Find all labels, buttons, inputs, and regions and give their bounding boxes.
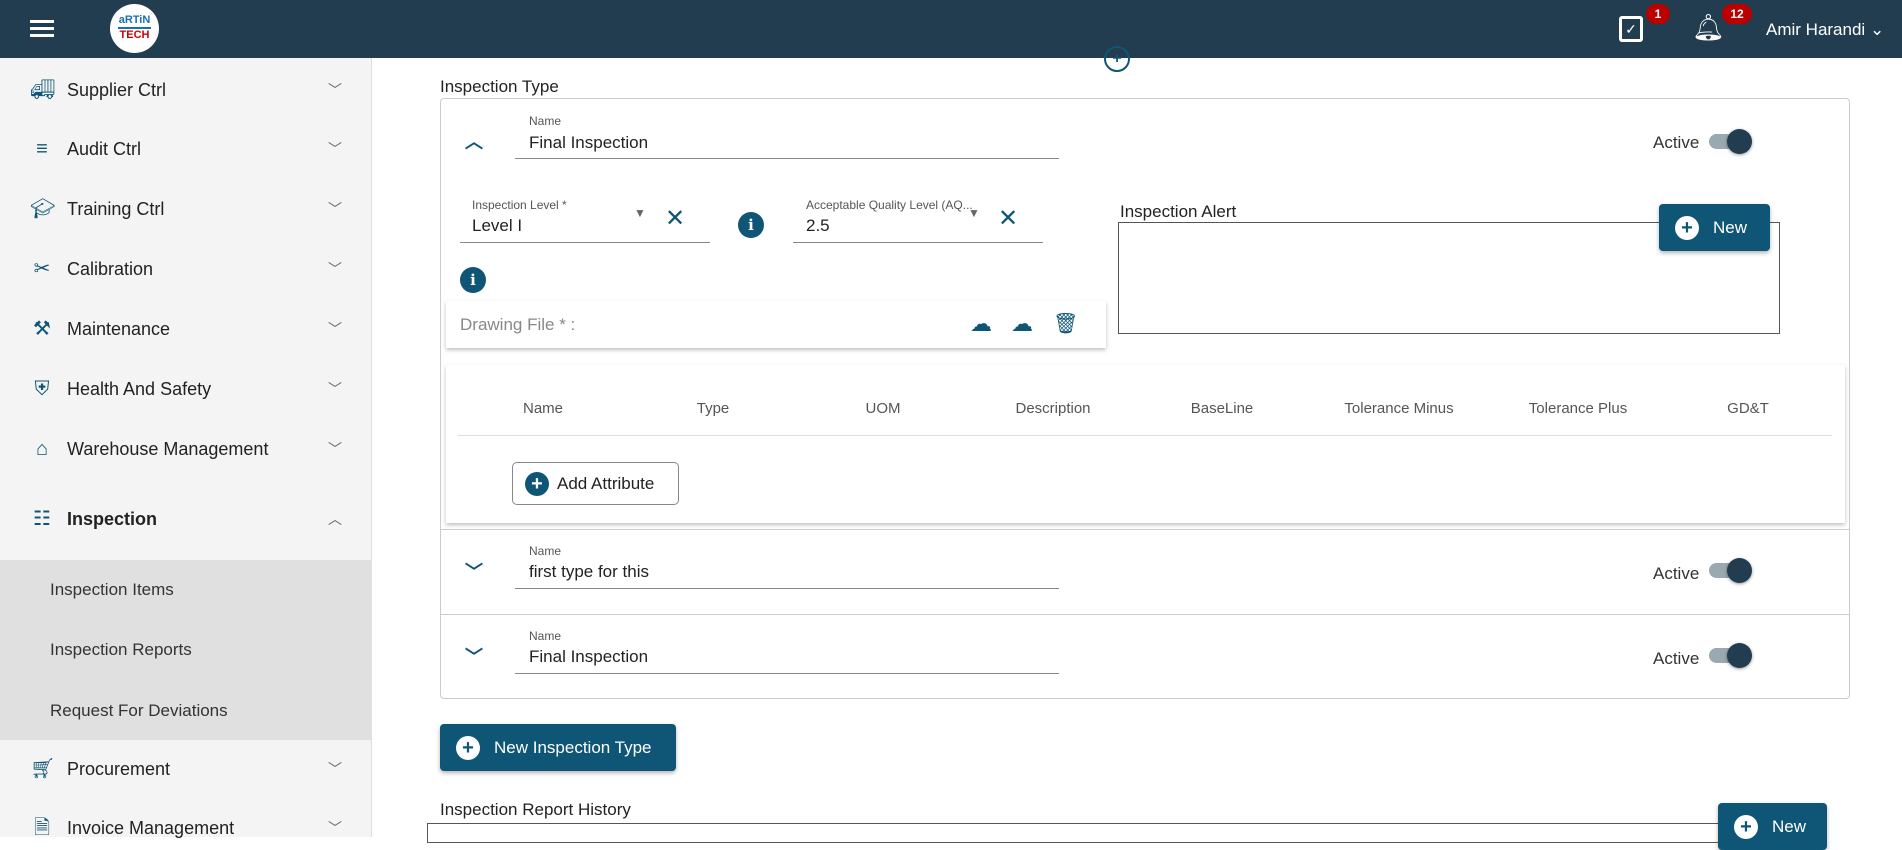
- column-header: Tolerance Minus: [1344, 400, 1454, 417]
- aql-label: Acceptable Quality Level (AQ...: [806, 198, 973, 212]
- sidebar-item-procurement[interactable]: 🛒︎ Procurement ﹀: [30, 758, 342, 780]
- column-header: GD&T: [1727, 400, 1769, 417]
- chevron-down-icon: ﹀: [328, 761, 342, 777]
- inspection-alert-label: Inspection Alert: [1120, 202, 1237, 221]
- sidebar-item-training-ctrl[interactable]: 🎓︎ Training Ctrl ﹀: [30, 198, 342, 220]
- home-icon: ⌂: [35, 438, 49, 460]
- chevron-down-icon[interactable]: ﹀: [465, 562, 483, 582]
- inspection-submenu: Inspection Items Inspection Reports: [0, 560, 372, 740]
- wrench-icon: ⚒: [33, 318, 51, 340]
- bell-icon[interactable]: 🔔︎: [1692, 12, 1726, 42]
- chevron-down-icon: ﹀: [328, 82, 342, 98]
- inspection-level-select[interactable]: Level I: [472, 216, 523, 235]
- type-name-input[interactable]: Final Inspection: [529, 647, 649, 666]
- info-icon[interactable]: i: [460, 267, 486, 293]
- tools-icon: ✂: [33, 258, 51, 280]
- type-name-input[interactable]: first type for this: [529, 562, 649, 581]
- chevron-down-icon: ﹀: [328, 261, 342, 277]
- chevron-down-icon: ﹀: [328, 441, 342, 457]
- shield-plus-icon: ⛨: [34, 378, 50, 400]
- new-alert-button[interactable]: + New: [1659, 204, 1770, 251]
- cloud-upload-icon[interactable]: ☁: [970, 311, 992, 336]
- report-history-label: Inspection Report History: [440, 800, 631, 819]
- active-toggle[interactable]: [1707, 642, 1753, 668]
- drawing-file-box: Drawing File * : ☁ ☁ 🗑︎: [446, 301, 1106, 348]
- chevron-down-icon: ﹀: [328, 381, 342, 397]
- chevron-up-icon: ︿: [328, 511, 342, 527]
- add-circle-icon[interactable]: +: [1104, 46, 1130, 72]
- sidebar-item-health-and-safety[interactable]: ⛨ Health And Safety ﹀: [0, 369, 372, 409]
- chevron-down-icon: ﹀: [328, 201, 342, 217]
- name-label: Name: [529, 544, 562, 558]
- dropdown-arrow-icon[interactable]: ▼: [634, 206, 646, 220]
- plus-icon: +: [456, 735, 480, 760]
- sidebar-subitem-request-for-deviations[interactable]: Request For Deviations: [50, 701, 228, 720]
- list-icon: ☷: [33, 508, 51, 530]
- sidebar: Inspection Items Inspection Reports Requ…: [0, 58, 372, 839]
- sidebar-item-invoice-management[interactable]: 🗎︎ Invoice Management ﹀: [0, 808, 372, 848]
- logo[interactable]: aRTiN TECH: [110, 4, 159, 53]
- calendar-badge: 1: [1646, 4, 1670, 24]
- plus-icon: +: [1675, 215, 1699, 240]
- cloud-download-icon[interactable]: ☁: [1011, 311, 1033, 336]
- new-report-button[interactable]: + New: [1718, 803, 1827, 850]
- calendar-check-icon[interactable]: ✓: [1619, 16, 1643, 42]
- column-header: BaseLine: [1190, 400, 1254, 417]
- new-inspection-type-button[interactable]: + New Inspection Type: [440, 724, 676, 771]
- dropdown-arrow-icon[interactable]: ▼: [968, 206, 980, 220]
- cart-icon: 🛒︎: [30, 758, 56, 780]
- audit-search-icon: ≡: [36, 138, 48, 160]
- invoice-icon: 🗎︎: [33, 817, 51, 839]
- column-header: Name: [522, 400, 564, 417]
- column-header: Description: [1015, 400, 1091, 417]
- sidebar-item-warehouse-management[interactable]: ⌂ Warehouse Management ﹀: [0, 429, 372, 469]
- clear-icon[interactable]: ✕: [998, 205, 1019, 232]
- top-bar: aRTiN TECH ✓ 1 🔔︎ 12 Amir Harandi ⌄: [0, 0, 1902, 58]
- sidebar-item-inspection[interactable]: ☷ Inspection ︿: [0, 499, 372, 539]
- info-icon[interactable]: i: [738, 212, 764, 238]
- sidebar-item-supplier-ctrl[interactable]: 🚚︎ Supplier Ctrl ﹀: [30, 79, 342, 101]
- name-label: Name: [529, 629, 562, 643]
- chevron-down-icon[interactable]: ﹀: [465, 647, 483, 667]
- aql-select[interactable]: 2.5: [806, 216, 830, 235]
- report-history-box: [427, 823, 1827, 843]
- sidebar-subitem-inspection-reports[interactable]: Inspection Reports: [50, 640, 192, 659]
- active-label: Active: [1653, 649, 1700, 668]
- user-menu[interactable]: Amir Harandi ⌄: [1766, 20, 1884, 40]
- inspection-type-card: [440, 98, 1850, 699]
- active-label: Active: [1653, 564, 1700, 583]
- sidebar-item-maintenance[interactable]: ⚒ Maintenance ﹀: [0, 309, 372, 349]
- sidebar-subitem-inspection-items[interactable]: Inspection Items: [50, 580, 174, 599]
- column-header: Type: [696, 400, 730, 417]
- active-label: Active: [1653, 133, 1700, 152]
- chevron-down-icon: ﹀: [328, 321, 342, 337]
- inspection-alert-textarea[interactable]: [1118, 222, 1780, 334]
- notification-badge: 12: [1722, 4, 1752, 24]
- sidebar-item-calibration[interactable]: ✂ Calibration ﹀: [0, 249, 372, 289]
- chevron-down-icon: ﹀: [328, 820, 342, 836]
- inspection-level-label: Inspection Level *: [472, 198, 567, 212]
- delete-icon[interactable]: 🗑︎: [1053, 313, 1079, 335]
- menu-icon[interactable]: [30, 20, 54, 38]
- clear-icon[interactable]: ✕: [665, 205, 686, 232]
- plus-icon: +: [525, 471, 549, 496]
- user-name: Amir Harandi: [1766, 20, 1866, 39]
- active-toggle[interactable]: [1707, 128, 1753, 154]
- column-header: UOM: [865, 400, 901, 417]
- add-attribute-button[interactable]: + Add Attribute: [512, 462, 679, 505]
- type-name-input[interactable]: Final Inspection: [529, 133, 649, 152]
- drawing-file-label: Drawing File * :: [460, 315, 576, 334]
- plus-icon: +: [1734, 814, 1758, 839]
- sidebar-item-audit-ctrl[interactable]: ≡ Audit Ctrl ﹀: [0, 129, 372, 169]
- active-toggle[interactable]: [1707, 557, 1753, 583]
- chevron-down-icon: ⌄: [1869, 20, 1885, 39]
- truck-icon: 🚚︎: [30, 79, 56, 101]
- graduation-cap-icon: 🎓︎: [30, 198, 56, 220]
- column-header: Tolerance Plus: [1528, 400, 1628, 417]
- inspection-type-label: Inspection Type: [440, 77, 559, 96]
- chevron-up-icon[interactable]: ︿: [465, 132, 483, 152]
- attributes-table: Name Type UOM Description BaseLine Toler…: [446, 365, 1845, 523]
- name-label: Name: [529, 114, 562, 128]
- chevron-down-icon: ﹀: [328, 141, 342, 157]
